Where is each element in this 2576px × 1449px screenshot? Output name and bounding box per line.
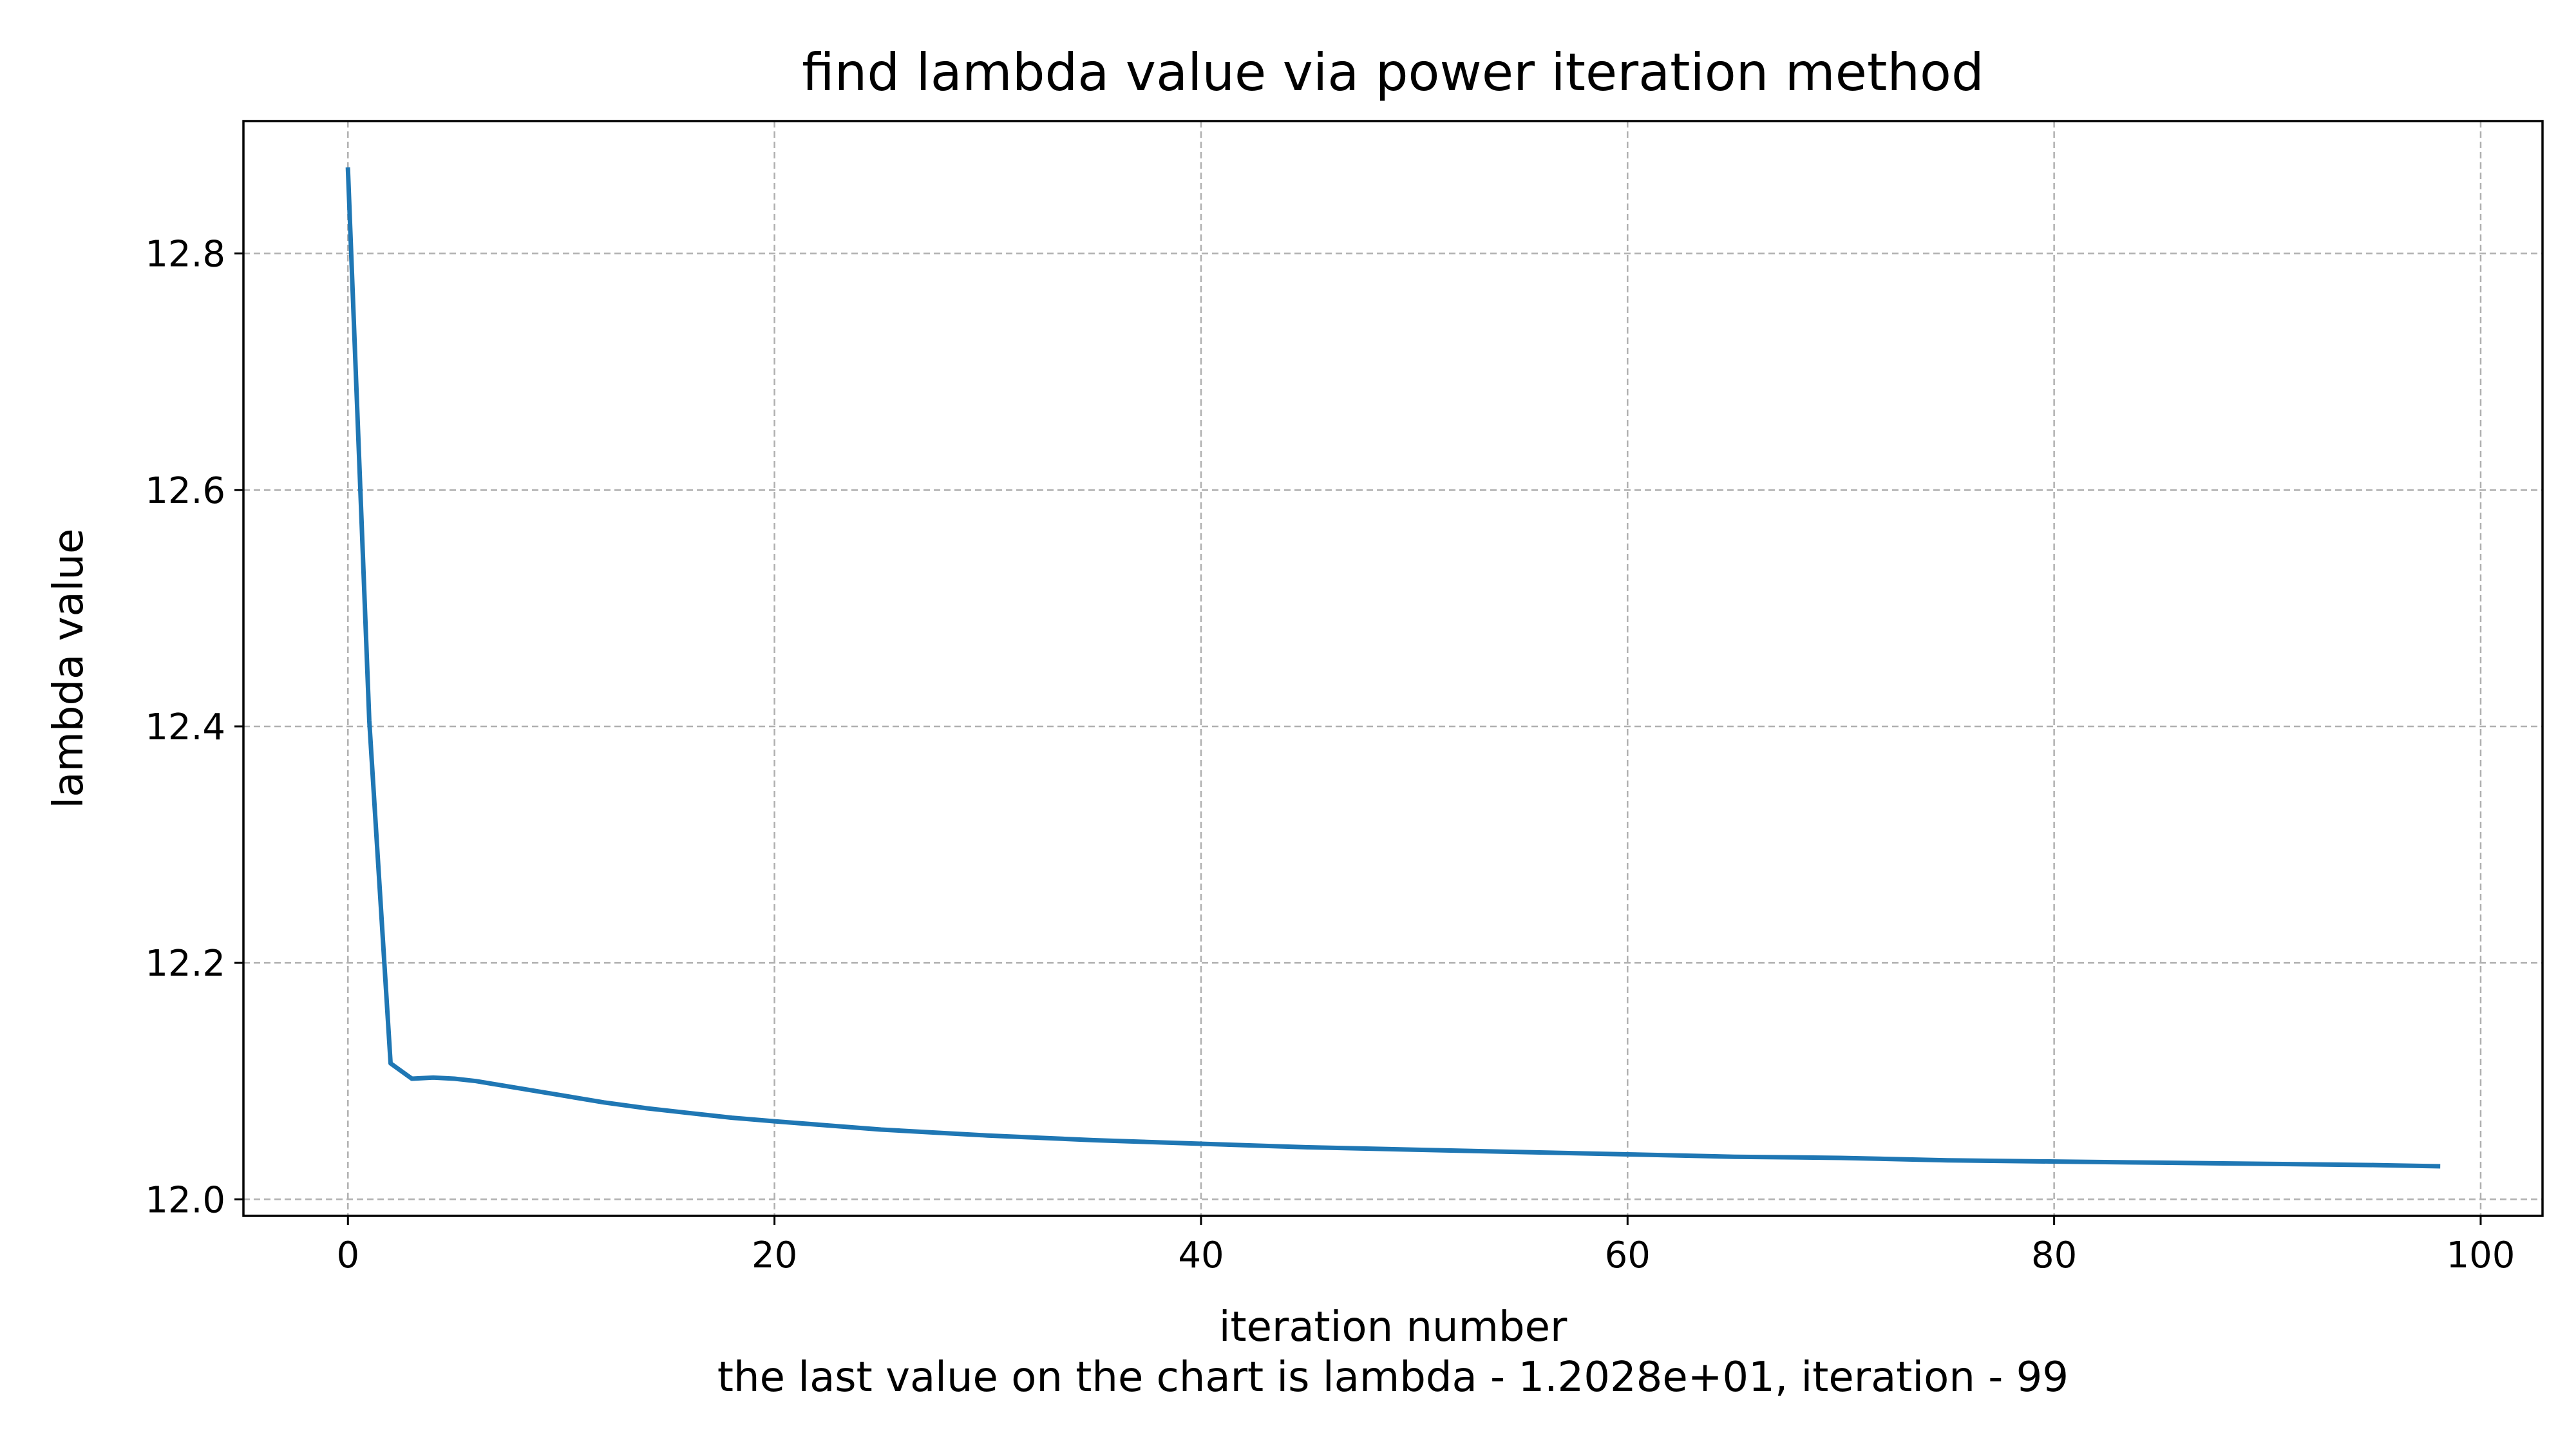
grid <box>243 121 2543 1216</box>
series-layer <box>345 167 2441 1169</box>
x-tick-label: 80 <box>2031 1235 2077 1276</box>
x-tick-label: 40 <box>1178 1235 1224 1276</box>
series-line <box>345 167 2441 1169</box>
chart-title: find lambda value via power iteration me… <box>802 43 1984 102</box>
y-axis-label: lambda value <box>45 529 93 809</box>
x-axis-label: iteration number <box>1219 1303 1567 1351</box>
y-tick-label: 12.8 <box>145 234 225 276</box>
ticks: 0 20 40 60 80 100 12.0 12.2 12.4 12.6 12.8 <box>145 234 2515 1276</box>
y-tick-label: 12.6 <box>145 470 225 512</box>
x-tick-label: 100 <box>2447 1235 2515 1276</box>
x-axis-note: the last value on the chart is lambda - … <box>717 1354 2069 1401</box>
y-tick-label: 12.0 <box>145 1179 225 1221</box>
x-tick-label: 0 <box>336 1235 359 1276</box>
plot-frame <box>242 120 2544 1217</box>
y-tick-label: 12.2 <box>145 943 225 985</box>
y-tick-label: 12.4 <box>145 706 225 748</box>
x-tick-label: 60 <box>1605 1235 1651 1276</box>
x-tick-label: 20 <box>752 1235 797 1276</box>
